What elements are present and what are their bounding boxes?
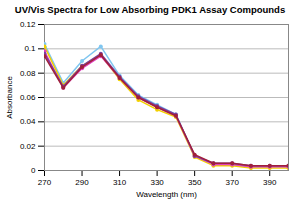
svg-text:0.1: 0.1: [24, 44, 36, 53]
svg-text:0.06: 0.06: [20, 93, 36, 102]
svg-text:Absorbance: Absorbance: [5, 76, 14, 119]
svg-text:Wavelength (nm): Wavelength (nm): [136, 190, 197, 199]
svg-text:0.08: 0.08: [20, 69, 36, 78]
svg-text:390: 390: [263, 178, 277, 187]
svg-text:270: 270: [38, 178, 52, 187]
svg-text:370: 370: [226, 178, 240, 187]
svg-text:310: 310: [113, 178, 127, 187]
svg-text:350: 350: [188, 178, 202, 187]
html-text:UV/Vis Spectra for Low Absorbi: UV/Vis Spectra for Low Absorbing PDK1 As…: [14, 4, 286, 15]
svg-text:0.02: 0.02: [20, 142, 36, 151]
svg-text:290: 290: [75, 178, 89, 187]
svg-text:0.12: 0.12: [20, 20, 36, 29]
svg-text:330: 330: [150, 178, 164, 187]
svg-text:0.04: 0.04: [20, 117, 36, 126]
svg-text:0: 0: [31, 166, 36, 175]
